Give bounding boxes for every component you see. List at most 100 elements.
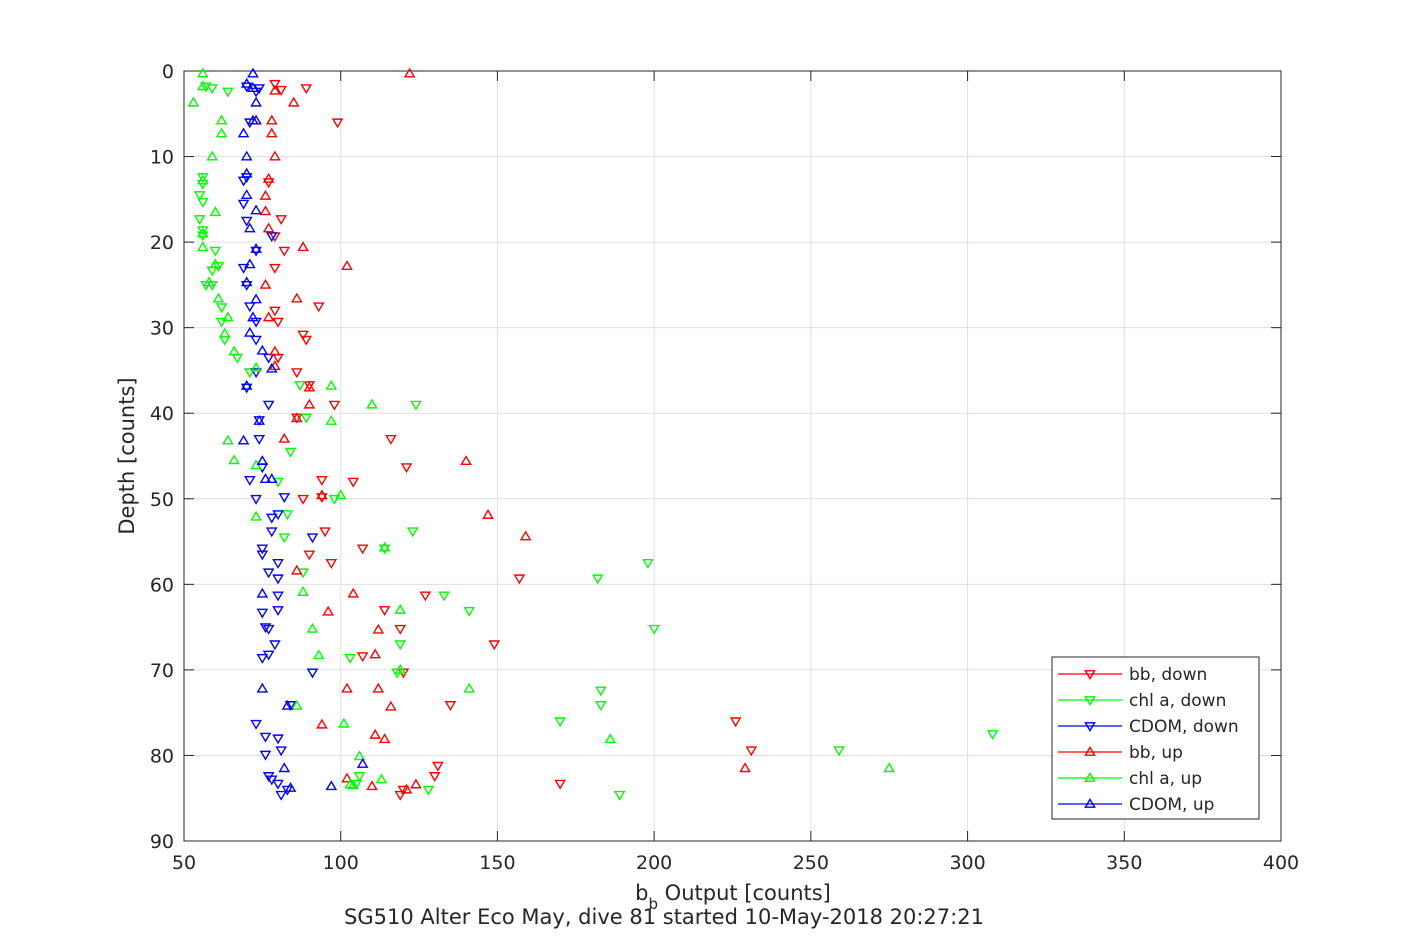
x-tick-label: 150 — [479, 852, 515, 874]
data-point — [316, 489, 328, 500]
data-point — [259, 205, 272, 216]
legend-marker — [1084, 746, 1096, 756]
legend-marker — [1084, 696, 1096, 706]
data-point — [272, 779, 284, 790]
data-point — [554, 717, 566, 728]
x-axis-label: bb Output [counts] — [635, 881, 831, 913]
data-point — [256, 587, 269, 598]
legend-marker — [1084, 670, 1096, 680]
data-point — [209, 258, 222, 269]
data-point — [356, 544, 369, 555]
data-point — [250, 114, 262, 125]
data-point — [237, 434, 250, 445]
y-tick-label: 80 — [150, 745, 174, 767]
data-point — [256, 608, 269, 619]
data-point — [196, 174, 209, 185]
data-point — [394, 624, 407, 635]
legend-label: CDOM, up — [1129, 795, 1214, 815]
data-point — [262, 178, 275, 189]
data-point — [291, 368, 303, 379]
data-point — [331, 118, 344, 129]
data-point — [240, 77, 253, 88]
data-point — [400, 783, 413, 794]
legend-label: chl a, down — [1129, 691, 1226, 711]
x-tick-label: 300 — [949, 852, 985, 874]
legend-label: chl a, up — [1129, 769, 1202, 789]
data-point — [338, 717, 350, 728]
data-point — [300, 84, 313, 95]
data-point — [300, 335, 313, 346]
data-point — [325, 379, 338, 390]
y-tick-label: 30 — [150, 318, 174, 340]
data-point — [265, 362, 278, 373]
x-axis-label-subscript: b — [648, 895, 658, 913]
data-point — [196, 180, 209, 190]
data-point — [488, 640, 501, 651]
data-point — [284, 701, 297, 711]
data-point — [240, 173, 253, 184]
data-point — [366, 398, 378, 409]
data-point — [215, 127, 228, 138]
data-point — [187, 96, 200, 107]
y-tick-label: 20 — [150, 232, 174, 254]
x-axis-label-base: b — [635, 881, 648, 905]
data-point — [215, 114, 228, 125]
data-point — [394, 604, 407, 614]
data-point — [265, 527, 278, 538]
data-point — [259, 278, 272, 289]
data-point — [272, 591, 284, 602]
legend-label: CDOM, down — [1129, 717, 1239, 737]
data-point — [256, 455, 269, 466]
data-point — [297, 586, 309, 596]
data-point — [240, 189, 253, 199]
data-point — [325, 559, 338, 569]
data-point — [265, 513, 278, 524]
data-point — [218, 327, 231, 338]
data-point — [196, 226, 209, 237]
data-point — [269, 150, 281, 161]
legend-label: bb, down — [1129, 665, 1207, 685]
data-point — [406, 527, 419, 538]
data-point — [269, 84, 281, 95]
y-axis-label: Depth [counts] — [115, 377, 139, 534]
x-tick-label: 50 — [172, 852, 196, 874]
data-point — [303, 550, 316, 561]
data-point — [312, 302, 325, 313]
data-point — [400, 463, 413, 474]
data-point — [444, 701, 457, 711]
data-point — [269, 263, 281, 274]
data-point — [422, 785, 435, 796]
data-point — [272, 317, 284, 328]
data-point — [240, 383, 253, 394]
data-point — [240, 150, 253, 161]
data-point — [196, 67, 209, 78]
data-point — [262, 353, 275, 364]
data-point — [554, 779, 566, 790]
data-point — [237, 127, 250, 138]
series-5 — [237, 67, 369, 792]
data-point — [209, 246, 222, 257]
x-axis-label-rest: Output [counts] — [658, 881, 831, 905]
data-point — [243, 326, 256, 337]
data-point — [262, 624, 275, 635]
data-point — [247, 311, 259, 322]
data-point — [378, 606, 391, 616]
data-point — [212, 292, 225, 303]
data-point — [281, 510, 294, 521]
legend-marker — [1084, 772, 1096, 782]
data-point — [262, 650, 275, 661]
data-point — [278, 533, 291, 544]
data-point — [294, 381, 306, 391]
data-point — [259, 189, 272, 200]
data-point — [196, 80, 209, 91]
data-point — [410, 778, 422, 789]
data-point — [372, 682, 385, 693]
data-point — [366, 780, 378, 791]
data-point — [272, 574, 284, 585]
data-point — [347, 779, 360, 790]
data-point — [385, 434, 397, 445]
data-point — [196, 173, 209, 184]
data-point — [281, 785, 294, 796]
y-tick-label: 50 — [150, 489, 174, 511]
